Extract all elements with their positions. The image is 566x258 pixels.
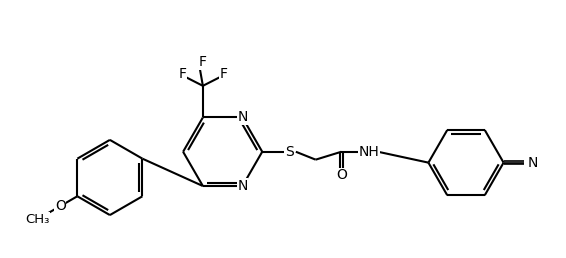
Text: N: N [237,179,248,193]
Text: F: F [220,67,228,81]
Text: F: F [178,67,186,81]
Text: NH: NH [359,145,379,159]
Text: F: F [199,55,207,69]
Text: CH₃: CH₃ [25,213,49,226]
Text: N: N [528,156,538,170]
Text: O: O [336,168,347,182]
Text: O: O [55,199,66,213]
Text: N: N [237,110,248,124]
Text: S: S [286,145,294,159]
